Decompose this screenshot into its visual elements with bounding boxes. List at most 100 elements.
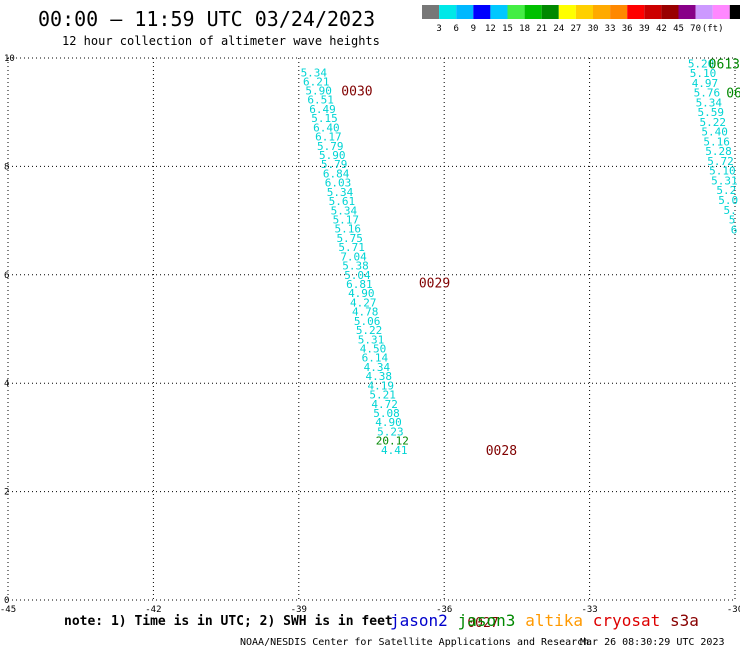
wave-height-value: 4.78 (352, 306, 379, 319)
satellite-legend-s3a: s3a (670, 611, 699, 630)
wave-height-value: 6.17 (315, 131, 342, 144)
wave-height-value: 7.04 (340, 250, 367, 263)
color-scale-label: 45 (673, 24, 684, 34)
color-scale-label: 27 (570, 24, 581, 34)
wave-height-value: 5.21 (369, 389, 396, 402)
wave-height-value: 4.90 (375, 416, 402, 429)
color-swatch (439, 5, 457, 19)
wave-height-value: 5. (724, 204, 737, 217)
wave-height-value: 5 (729, 214, 736, 227)
color-swatch (695, 5, 713, 19)
wave-height-value: 6.51 (307, 94, 334, 107)
wave-height-value: 5.34 (696, 96, 723, 109)
wave-height-value: 5.79 (317, 140, 344, 153)
x-tick-label: -36 (436, 605, 452, 615)
wave-height-value: 5.04 (344, 269, 371, 282)
wave-height-value: 5.34 (331, 204, 358, 217)
color-scale-label: 30 (588, 24, 599, 34)
color-scale-label: 39 (639, 24, 650, 34)
wave-height-value: 4.97 (692, 77, 719, 90)
wave-height-value: 5.28 (705, 145, 732, 158)
color-scale-label: 3 (436, 24, 441, 34)
y-tick-label: 0 (4, 596, 9, 606)
color-scale-label: 33 (605, 24, 616, 34)
wave-height-value: 5.15 (311, 112, 338, 125)
color-scale-label: 12 (485, 24, 496, 34)
wave-height-value: 6.03 (325, 177, 352, 190)
wave-height-value: 5.22 (356, 324, 383, 337)
color-swatch (473, 5, 491, 19)
wave-height-value: 4.50 (360, 343, 387, 356)
x-tick-label: -45 (0, 605, 16, 615)
color-swatch (507, 5, 525, 19)
wave-height-value: 20.12 (376, 435, 409, 448)
wave-height-value: 6.21 (303, 75, 330, 88)
color-scale-label: 21 (536, 24, 547, 34)
x-tick-label: -33 (581, 605, 597, 615)
color-swatch (490, 5, 508, 19)
color-swatch (456, 5, 474, 19)
x-tick-label: -39 (291, 605, 307, 615)
color-swatch (627, 5, 645, 19)
chart-axes: -45 -42 -39 -36 -33 -30 0 2 4 6 8 10 (0, 54, 740, 615)
time-label: 06 (726, 87, 740, 102)
chart-marks: 5.346.215.906.516.495.156.406.175.795.90… (301, 57, 740, 631)
wave-height-value: 5.2 (716, 184, 736, 197)
wave-height-value: 5.16 (335, 223, 362, 236)
color-swatch (541, 5, 559, 19)
color-scale-label: 18 (519, 24, 530, 34)
wave-height-value: 5.17 (333, 214, 360, 227)
wave-height-value: 5.76 (694, 87, 721, 100)
wave-height-value: 4.90 (348, 287, 375, 300)
color-scale-label: 36 (622, 24, 633, 34)
y-tick-label: 8 (4, 162, 9, 172)
color-swatch (575, 5, 593, 19)
color-scale-legend: 3 6 9 12 15 18 21 24 27 30 33 36 39 42 45 70 (ft) (422, 5, 740, 34)
y-tick-label: 4 (4, 379, 9, 389)
satellite-legend-jason3: jason3 (458, 611, 516, 630)
wave-height-value: 5.61 (329, 195, 356, 208)
wave-height-value: 6 (731, 223, 738, 236)
color-swatch (593, 5, 611, 19)
x-tick-label: -42 (145, 605, 161, 615)
wave-height-value: 5.34 (327, 186, 354, 199)
x-tick-label: -30 (727, 605, 740, 615)
color-scale-label: (ft) (702, 24, 724, 34)
wave-height-value: 5.34 (301, 67, 328, 80)
color-swatch (729, 5, 740, 19)
wave-height-value: 6.49 (309, 103, 336, 116)
color-swatch (661, 5, 679, 19)
wave-height-value: 5.23 (377, 425, 404, 438)
color-swatch (422, 5, 440, 19)
wave-height-value: 4.38 (366, 370, 393, 383)
wave-height-value: 5.10 (709, 165, 736, 178)
color-swatch (644, 5, 662, 19)
color-scale-label: 9 (471, 24, 476, 34)
wave-height-value: 5.38 (342, 260, 369, 273)
wave-height-value: 5.10 (690, 67, 717, 80)
wave-height-value: 5.16 (703, 135, 730, 148)
wave-height-value: 5.06 (354, 315, 381, 328)
wave-height-value: 5.90 (305, 85, 332, 98)
wave-height-value: 4.34 (364, 361, 391, 374)
y-tick-label: 10 (4, 54, 15, 64)
wave-height-value: 5.20 (688, 57, 715, 70)
time-label: 0613 (709, 57, 740, 72)
satellite-legend-cryosat: cryosat (593, 611, 660, 630)
y-tick-label: 6 (4, 271, 9, 281)
wave-height-value: 4.27 (350, 296, 377, 309)
wave-height-value: 5.90 (319, 149, 346, 162)
footer-timestamp: Mar 26 08:30:29 UTC 2023 (580, 637, 725, 648)
color-scale-label: 70 (690, 24, 701, 34)
satellite-legend-altika: altika (525, 611, 583, 630)
color-scale-label: 15 (502, 24, 513, 34)
color-scale-label: 6 (453, 24, 458, 34)
color-swatch (558, 5, 576, 19)
wave-height-value: 5.08 (373, 407, 400, 420)
satellite-legend-jason2: jason2 (390, 611, 448, 630)
footer-note: note: 1) Time is in UTC; 2) SWH is in fe… (64, 614, 393, 629)
wave-height-value: 6.81 (346, 278, 373, 291)
time-label: 0027 (467, 616, 498, 631)
y-tick-label: 2 (4, 488, 9, 498)
